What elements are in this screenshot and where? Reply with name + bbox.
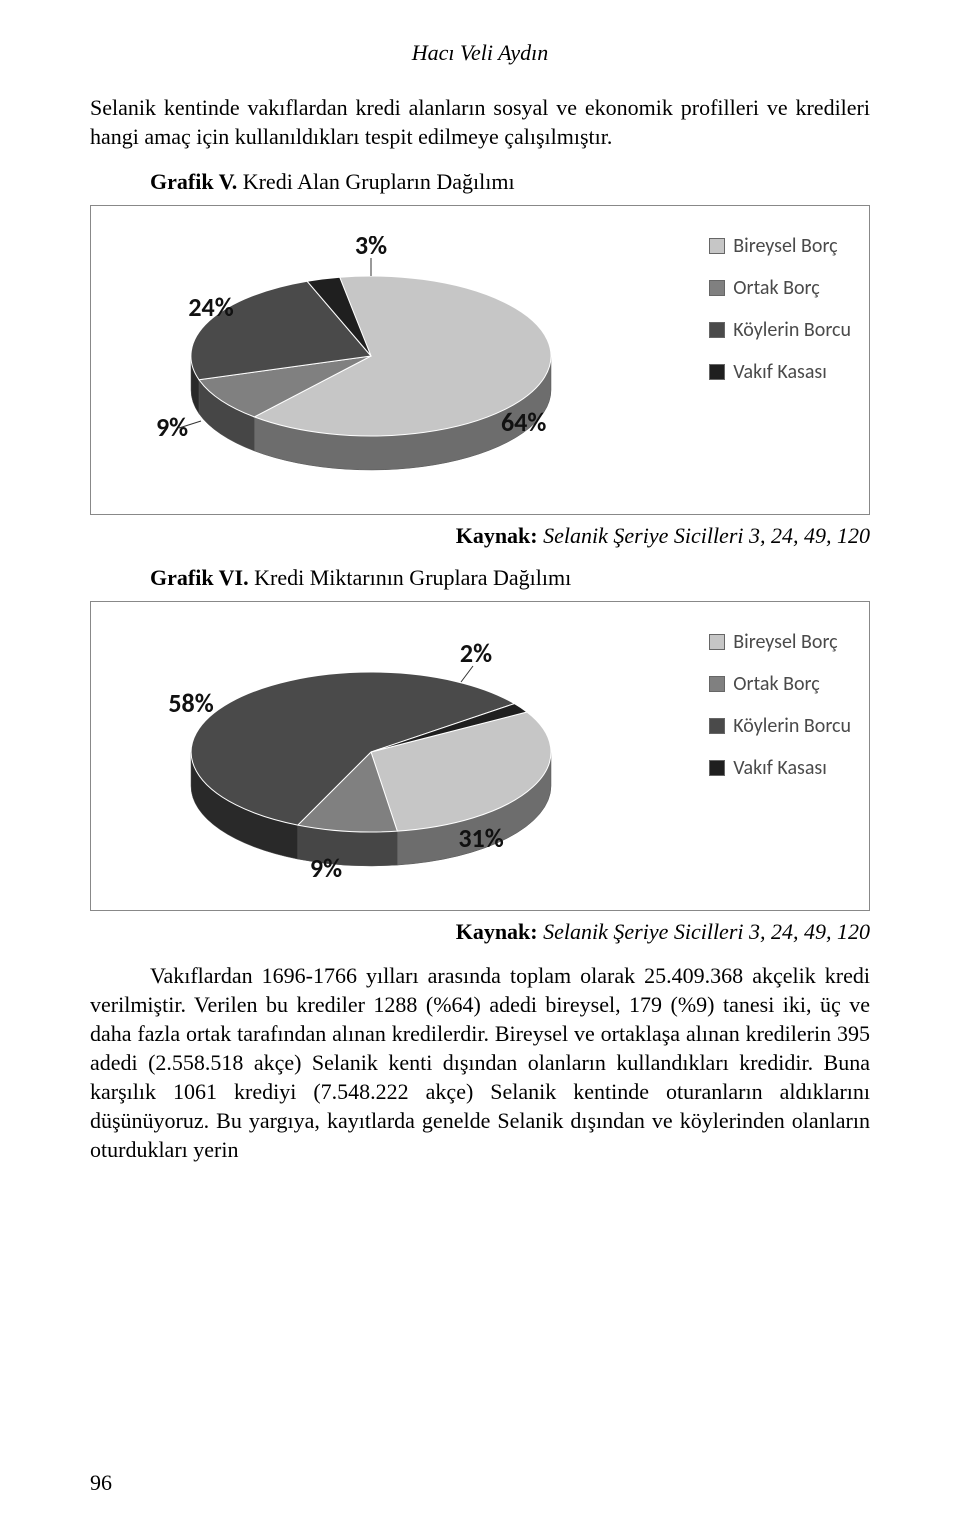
- svg-text:31%: 31%: [458, 822, 503, 854]
- legend-item: Ortak Borç: [709, 672, 851, 696]
- chart2-box: 31% 9% 58% 2% Bireysel Borç Ortak Borç Köyler…: [90, 601, 870, 911]
- legend-item: Köylerin Borcu: [709, 318, 851, 342]
- pie-svg-2: 31% 9% 58% 2%: [151, 632, 591, 892]
- pie-svg-1: 64%9%24%3%: [151, 236, 591, 496]
- chart1-title-rest: Kredi Alan Grupların Dağılımı: [237, 169, 514, 194]
- legend-swatch: [709, 760, 725, 776]
- legend-item: Vakıf Kasası: [709, 756, 851, 780]
- svg-text:9%: 9%: [310, 852, 342, 884]
- chart1-legend: Bireysel Borç Ortak Borç Köylerin Borcu Vak…: [709, 234, 851, 402]
- chart1-pie: 64%9%24%3%: [151, 236, 591, 496]
- chart1-source: Kaynak: Selanik Şeriye Sicilleri 3, 24, …: [90, 523, 870, 549]
- legend-label: Ortak Borç: [733, 672, 819, 696]
- legend-swatch: [709, 238, 725, 254]
- legend-swatch: [709, 718, 725, 734]
- chart1-title-bold: Grafik V.: [150, 169, 237, 194]
- body-paragraph: Vakıflardan 1696-1766 yılları arasında t…: [90, 961, 870, 1164]
- chart2-title-bold: Grafik VI.: [150, 565, 249, 590]
- chart2-source-bold: Kaynak:: [456, 919, 538, 944]
- chart2-legend: Bireysel Borç Ortak Borç Köylerin Borcu Vak…: [709, 630, 851, 798]
- legend-swatch: [709, 322, 725, 338]
- legend-label: Bireysel Borç: [733, 630, 837, 654]
- legend-label: Vakıf Kasası: [733, 756, 827, 780]
- legend-label: Bireysel Borç: [733, 234, 837, 258]
- legend-swatch: [709, 364, 725, 380]
- svg-text:24%: 24%: [188, 291, 233, 323]
- svg-text:58%: 58%: [168, 687, 213, 719]
- legend-item: Bireysel Borç: [709, 630, 851, 654]
- legend-label: Ortak Borç: [733, 276, 819, 300]
- chart2-source-ital: Selanik Şeriye Sicilleri 3, 24, 49, 120: [538, 919, 870, 944]
- author-header: Hacı Veli Aydın: [90, 40, 870, 66]
- legend-item: Köylerin Borcu: [709, 714, 851, 738]
- legend-item: Ortak Borç: [709, 276, 851, 300]
- svg-text:2%: 2%: [460, 637, 492, 669]
- chart2-pie: 31% 9% 58% 2%: [151, 632, 591, 892]
- legend-swatch: [709, 676, 725, 692]
- chart1-source-ital: Selanik Şeriye Sicilleri 3, 24, 49, 120: [538, 523, 870, 548]
- legend-item: Bireysel Borç: [709, 234, 851, 258]
- chart1-title: Grafik V. Kredi Alan Grupların Dağılımı: [90, 169, 870, 195]
- legend-item: Vakıf Kasası: [709, 360, 851, 384]
- chart2-source: Kaynak: Selanik Şeriye Sicilleri 3, 24, …: [90, 919, 870, 945]
- legend-swatch: [709, 280, 725, 296]
- legend-label: Vakıf Kasası: [733, 360, 827, 384]
- intro-paragraph: Selanik kentinde vakıflardan kredi alanl…: [90, 94, 870, 151]
- chart2-title: Grafik VI. Kredi Miktarının Gruplara Dağ…: [90, 565, 870, 591]
- legend-label: Köylerin Borcu: [733, 714, 851, 738]
- page-number: 96: [90, 1470, 112, 1496]
- legend-swatch: [709, 634, 725, 650]
- svg-text:64%: 64%: [501, 406, 546, 438]
- chart1-source-bold: Kaynak:: [456, 523, 538, 548]
- svg-text:3%: 3%: [355, 236, 387, 261]
- chart2-title-rest: Kredi Miktarının Gruplara Dağılımı: [249, 565, 572, 590]
- legend-label: Köylerin Borcu: [733, 318, 851, 342]
- chart1-box: 64%9%24%3% Bireysel BorçOrtak BorçKöyler…: [90, 205, 870, 515]
